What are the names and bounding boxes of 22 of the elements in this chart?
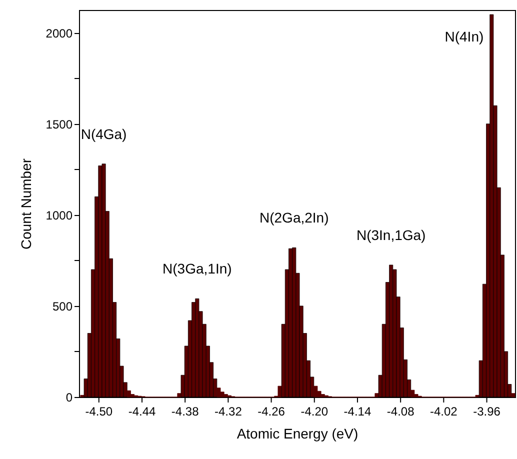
x-tick-label: -4.02 [430, 404, 458, 418]
y-tick-label: 0 [66, 390, 73, 404]
x-tick-label: -4.20 [300, 404, 328, 418]
x-tick-label: -4.50 [85, 404, 113, 418]
x-tick-label: -3.96 [473, 404, 501, 418]
x-tick-label: -4.32 [214, 404, 242, 418]
annotation: N(3In,1Ga) [356, 226, 426, 243]
y-tick-label: 1000 [46, 208, 73, 222]
x-axis-title: Atomic Energy (eV) [236, 426, 358, 442]
annotation: N(2Ga,2In) [260, 210, 329, 226]
annotation: N(4In) [444, 28, 484, 45]
y-tick-label: 1500 [46, 117, 73, 132]
x-tick-label: -4.44 [128, 404, 156, 418]
x-tick-label: -4.08 [386, 404, 415, 418]
y-tick-label: 2000 [46, 26, 73, 40]
x-tick-label: -4.14 [344, 404, 372, 418]
annotation: N(3Ga,1In) [162, 260, 232, 277]
y-axis-title: Count Number [18, 158, 34, 250]
y-tick-label: 500 [52, 299, 73, 314]
x-tick-label: -4.26 [258, 404, 286, 418]
annotation: N(4Ga) [80, 126, 127, 142]
x-tick-label: -4.38 [171, 404, 200, 418]
